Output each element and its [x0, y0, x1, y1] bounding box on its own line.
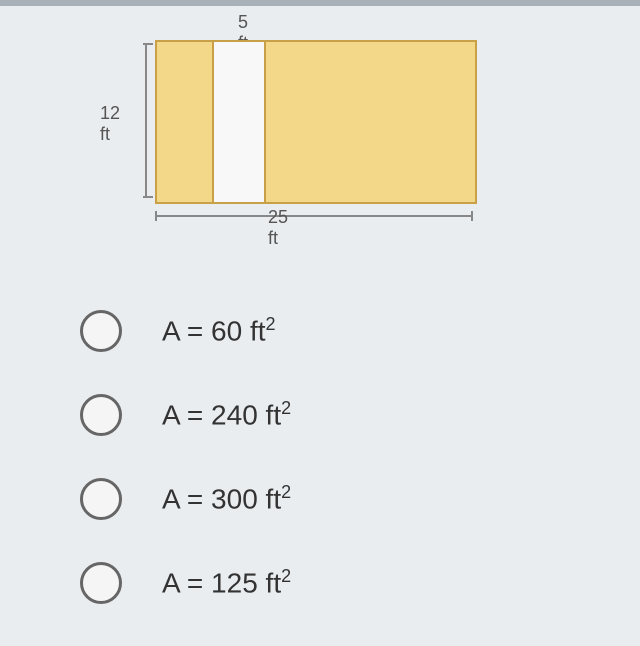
left-shaded-section	[157, 42, 214, 202]
dimension-bottom: 25 ft	[268, 207, 288, 249]
height-bracket	[145, 43, 149, 198]
option-c[interactable]: A = 300 ft2	[80, 478, 291, 520]
option-label: A = 240 ft2	[162, 398, 291, 431]
option-label: A = 300 ft2	[162, 482, 291, 515]
answer-options: A = 60 ft2 A = 240 ft2 A = 300 ft2 A = 1…	[80, 310, 291, 646]
option-d[interactable]: A = 125 ft2	[80, 562, 291, 604]
unshaded-section	[214, 42, 266, 202]
top-edge-border	[0, 0, 640, 6]
option-label: A = 125 ft2	[162, 566, 291, 599]
outer-rectangle	[155, 40, 477, 204]
radio-icon[interactable]	[80, 394, 122, 436]
option-b[interactable]: A = 240 ft2	[80, 394, 291, 436]
width-dimension-line	[155, 215, 473, 217]
radio-icon[interactable]	[80, 562, 122, 604]
option-a[interactable]: A = 60 ft2	[80, 310, 291, 352]
radio-icon[interactable]	[80, 478, 122, 520]
radio-icon[interactable]	[80, 310, 122, 352]
dimension-left: 12 ft	[100, 103, 120, 145]
option-label: A = 60 ft2	[162, 314, 276, 347]
